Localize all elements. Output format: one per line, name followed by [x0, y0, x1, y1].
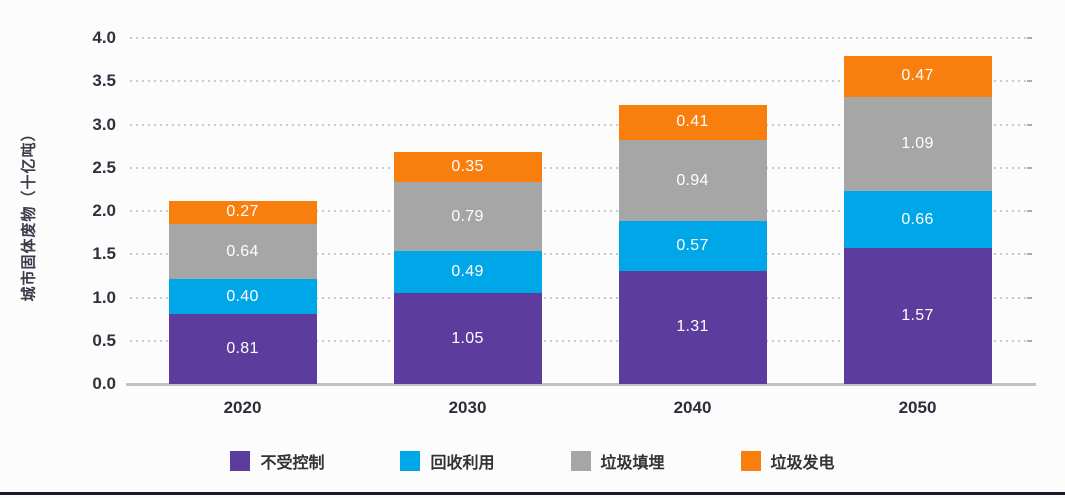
bar-segment-2050-不受控制: 1.57	[843, 248, 992, 384]
bar-segment-2040-垃圾填埋: 0.94	[618, 140, 767, 222]
legend-label: 垃圾发电	[770, 455, 835, 472]
bar-segment-2030-垃圾发电: 0.35	[393, 152, 542, 183]
gridline-end-tick	[1027, 296, 1032, 299]
y-tick-label: 2.0	[92, 201, 116, 220]
bar-value-label: 0.64	[226, 242, 259, 260]
legend-label: 垃圾填埋	[600, 455, 665, 472]
y-tick-label: 1.0	[92, 287, 116, 307]
bar-segment-2030-回收利用: 0.49	[393, 250, 542, 294]
y-tick-label: 3.0	[92, 114, 116, 134]
bar-value-label: 0.41	[676, 113, 709, 131]
bar-segment-2040-回收利用: 0.57	[618, 221, 767, 271]
bar-value-label: 0.79	[451, 207, 484, 225]
bar-value-label: 1.09	[901, 134, 934, 152]
bar-value-label: 0.40	[226, 287, 259, 305]
gridline	[130, 166, 1032, 169]
bar-value-label: 1.57	[901, 307, 934, 325]
bar-value-label: 0.27	[226, 203, 259, 221]
bar-segment-2030-不受控制: 1.05	[393, 293, 542, 384]
bar-segment-2040-垃圾发电: 0.41	[618, 104, 767, 141]
bar-value-label: 0.94	[676, 171, 709, 189]
gridline	[130, 253, 1032, 256]
bar-segment-2020-回收利用: 0.40	[168, 279, 317, 314]
y-tick-label: 3.5	[92, 71, 116, 91]
gridline	[130, 296, 1032, 299]
legend-item-垃圾发电: 垃圾发电	[740, 449, 835, 473]
legend-label: 回收利用	[430, 455, 495, 472]
bar-segment-2050-垃圾填埋: 1.09	[843, 96, 992, 192]
x-tick-label-2040: 2040	[673, 398, 712, 417]
bar-value-label: 0.57	[676, 237, 709, 255]
gridline	[130, 37, 1032, 39]
y-tick-label: 0.5	[92, 330, 116, 350]
x-axis-baseline	[126, 383, 1036, 386]
bar-segment-2040-不受控制: 1.31	[618, 270, 767, 384]
y-axis-title: 城市固体废物（十亿吨）	[20, 125, 38, 302]
bar-value-label: 1.05	[451, 329, 484, 347]
gridline-end-tick	[1027, 123, 1032, 126]
gridline-end-tick	[1027, 339, 1032, 342]
bar-segment-2030-垃圾填埋: 0.79	[393, 182, 542, 251]
chart-legend: 不受控制 回收利用 垃圾填埋 垃圾发电	[0, 449, 1065, 473]
gridline-end-tick	[1027, 37, 1032, 39]
legend-swatch	[740, 451, 761, 471]
bottom-divider	[0, 492, 1065, 495]
bar-value-label: 1.31	[676, 318, 709, 336]
gridline	[130, 210, 1032, 212]
bar-value-label: 0.81	[226, 339, 259, 357]
legend-item-不受控制: 不受控制	[230, 449, 324, 473]
legend-label: 不受控制	[260, 455, 325, 472]
bar-value-label: 0.66	[901, 210, 934, 228]
y-tick-label: 0.0	[92, 374, 116, 393]
legend-item-回收利用: 回收利用	[400, 449, 495, 473]
bar-segment-2020-垃圾填埋: 0.64	[168, 223, 317, 280]
legend-swatch	[230, 451, 251, 471]
bar-value-label: 0.47	[901, 67, 934, 85]
gridline-end-tick	[1027, 80, 1032, 83]
y-tick-label: 1.5	[92, 244, 116, 264]
x-tick-label-2030: 2030	[448, 398, 487, 417]
bar-value-label: 0.49	[451, 262, 484, 280]
gridline-end-tick	[1027, 253, 1032, 256]
y-tick-label: 2.5	[92, 157, 116, 177]
bar-segment-2050-垃圾发电: 0.47	[843, 56, 992, 97]
gridline	[130, 123, 1032, 126]
legend-swatch	[400, 451, 421, 471]
legend-item-垃圾填埋: 垃圾填埋	[570, 449, 665, 473]
y-tick-label: 4.0	[92, 28, 116, 47]
gridline	[130, 80, 1032, 83]
bar-segment-2020-垃圾发电: 0.27	[168, 200, 317, 224]
gridline-end-tick	[1027, 166, 1032, 169]
gridline-end-tick	[1027, 210, 1032, 212]
x-tick-label-2020: 2020	[223, 398, 262, 417]
x-tick-label-2050: 2050	[898, 398, 937, 417]
legend-swatch	[570, 451, 591, 471]
bar-segment-2020-不受控制: 0.81	[168, 313, 317, 384]
bar-segment-2050-回收利用: 0.66	[843, 191, 992, 249]
bar-value-label: 0.35	[451, 158, 484, 176]
gridline	[130, 339, 1032, 342]
